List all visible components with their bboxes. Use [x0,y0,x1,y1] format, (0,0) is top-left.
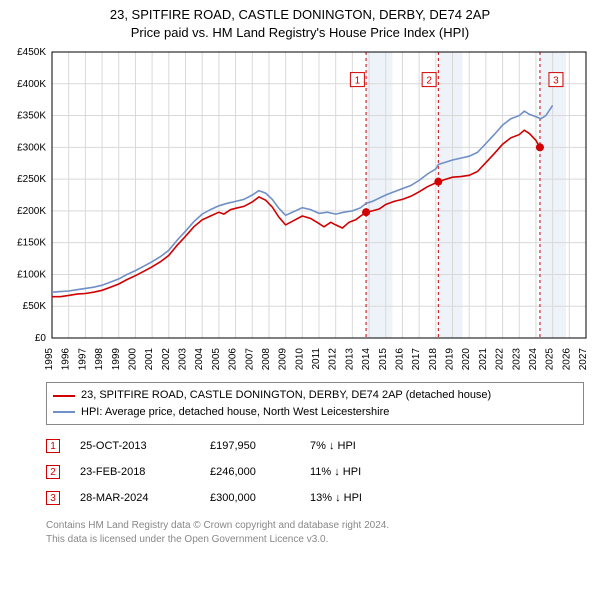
legend-swatch-price [53,395,75,397]
event-date-1: 25-OCT-2013 [80,440,190,452]
svg-text:2012: 2012 [328,348,339,371]
svg-text:1996: 1996 [61,348,72,371]
svg-text:2014: 2014 [361,348,372,371]
svg-text:2018: 2018 [428,348,439,371]
event-marker-3: 3 [46,491,60,505]
footer-attribution: Contains HM Land Registry data © Crown c… [46,519,584,557]
svg-text:2023: 2023 [511,348,522,371]
svg-text:£350K: £350K [17,111,46,122]
svg-text:2020: 2020 [461,348,472,371]
svg-text:£250K: £250K [17,174,46,185]
title-line-2: Price paid vs. HM Land Registry's House … [0,24,600,42]
svg-text:2003: 2003 [178,348,189,371]
title-block: 23, SPITFIRE ROAD, CASTLE DONINGTON, DER… [0,0,600,46]
svg-text:2009: 2009 [278,348,289,371]
svg-text:2005: 2005 [211,348,222,371]
svg-text:2022: 2022 [495,348,506,371]
title-line-1: 23, SPITFIRE ROAD, CASTLE DONINGTON, DER… [0,6,600,24]
chart-plot: £0 £50K £100K £150K £200K £250K £300K £350K £400… [0,46,600,376]
svg-text:2007: 2007 [244,348,255,371]
svg-text:2013: 2013 [344,348,355,371]
footer-line-2: This data is licensed under the Open Gov… [46,533,584,547]
event-row-2: 2 23-FEB-2018 £246,000 11% ↓ HPI [46,459,584,485]
event-date-2: 23-FEB-2018 [80,466,190,478]
svg-text:2027: 2027 [578,348,589,371]
svg-text:£150K: £150K [17,238,46,249]
svg-text:2025: 2025 [545,348,556,371]
footer-line-1: Contains HM Land Registry data © Crown c… [46,519,584,533]
legend-label-hpi: HPI: Average price, detached house, Nort… [81,404,389,421]
legend-row-price: 23, SPITFIRE ROAD, CASTLE DONINGTON, DER… [53,387,577,404]
svg-text:£450K: £450K [17,47,46,58]
event-price-1: £197,950 [210,440,290,452]
event-delta-2: 11% ↓ HPI [310,466,420,478]
svg-text:2021: 2021 [478,348,489,371]
legend-box: 23, SPITFIRE ROAD, CASTLE DONINGTON, DER… [46,382,584,425]
event-date-3: 28-MAR-2024 [80,492,190,504]
svg-text:2004: 2004 [194,348,205,371]
legend-row-hpi: HPI: Average price, detached house, Nort… [53,404,577,421]
svg-text:£400K: £400K [17,79,46,90]
svg-text:2016: 2016 [394,348,405,371]
event-marker-1: 1 [46,439,60,453]
svg-text:2001: 2001 [144,348,155,371]
event-price-2: £246,000 [210,466,290,478]
svg-text:2000: 2000 [127,348,138,371]
events-table: 1 25-OCT-2013 £197,950 7% ↓ HPI 2 23-FEB… [46,433,584,511]
svg-text:2002: 2002 [161,348,172,371]
svg-text:2019: 2019 [445,348,456,371]
event-delta-3: 13% ↓ HPI [310,492,420,504]
chart-container: 23, SPITFIRE ROAD, CASTLE DONINGTON, DER… [0,0,600,557]
svg-text:1: 1 [355,76,361,87]
svg-text:2026: 2026 [561,348,572,371]
event-marker-2: 2 [46,465,60,479]
svg-text:1998: 1998 [94,348,105,371]
chart-svg: £0 £50K £100K £150K £200K £250K £300K £350K £400… [0,46,600,376]
event-price-3: £300,000 [210,492,290,504]
svg-text:£100K: £100K [17,270,46,281]
svg-text:2008: 2008 [261,348,272,371]
svg-text:£50K: £50K [23,302,47,313]
svg-text:2006: 2006 [228,348,239,371]
legend-swatch-hpi [53,411,75,413]
svg-text:1997: 1997 [77,348,88,371]
svg-text:2017: 2017 [411,348,422,371]
event-row-3: 3 28-MAR-2024 £300,000 13% ↓ HPI [46,485,584,511]
svg-text:2: 2 [426,76,432,87]
svg-text:2010: 2010 [294,348,305,371]
svg-text:2015: 2015 [378,348,389,371]
legend-label-price: 23, SPITFIRE ROAD, CASTLE DONINGTON, DER… [81,387,491,404]
svg-text:1995: 1995 [44,348,55,371]
event-delta-1: 7% ↓ HPI [310,440,420,452]
svg-text:£0: £0 [35,333,47,344]
event-row-1: 1 25-OCT-2013 £197,950 7% ↓ HPI [46,433,584,459]
svg-text:1999: 1999 [111,348,122,371]
svg-text:£300K: £300K [17,143,46,154]
svg-text:2011: 2011 [311,348,322,370]
svg-text:3: 3 [553,76,559,87]
svg-text:2024: 2024 [528,348,539,371]
svg-text:£200K: £200K [17,206,46,217]
